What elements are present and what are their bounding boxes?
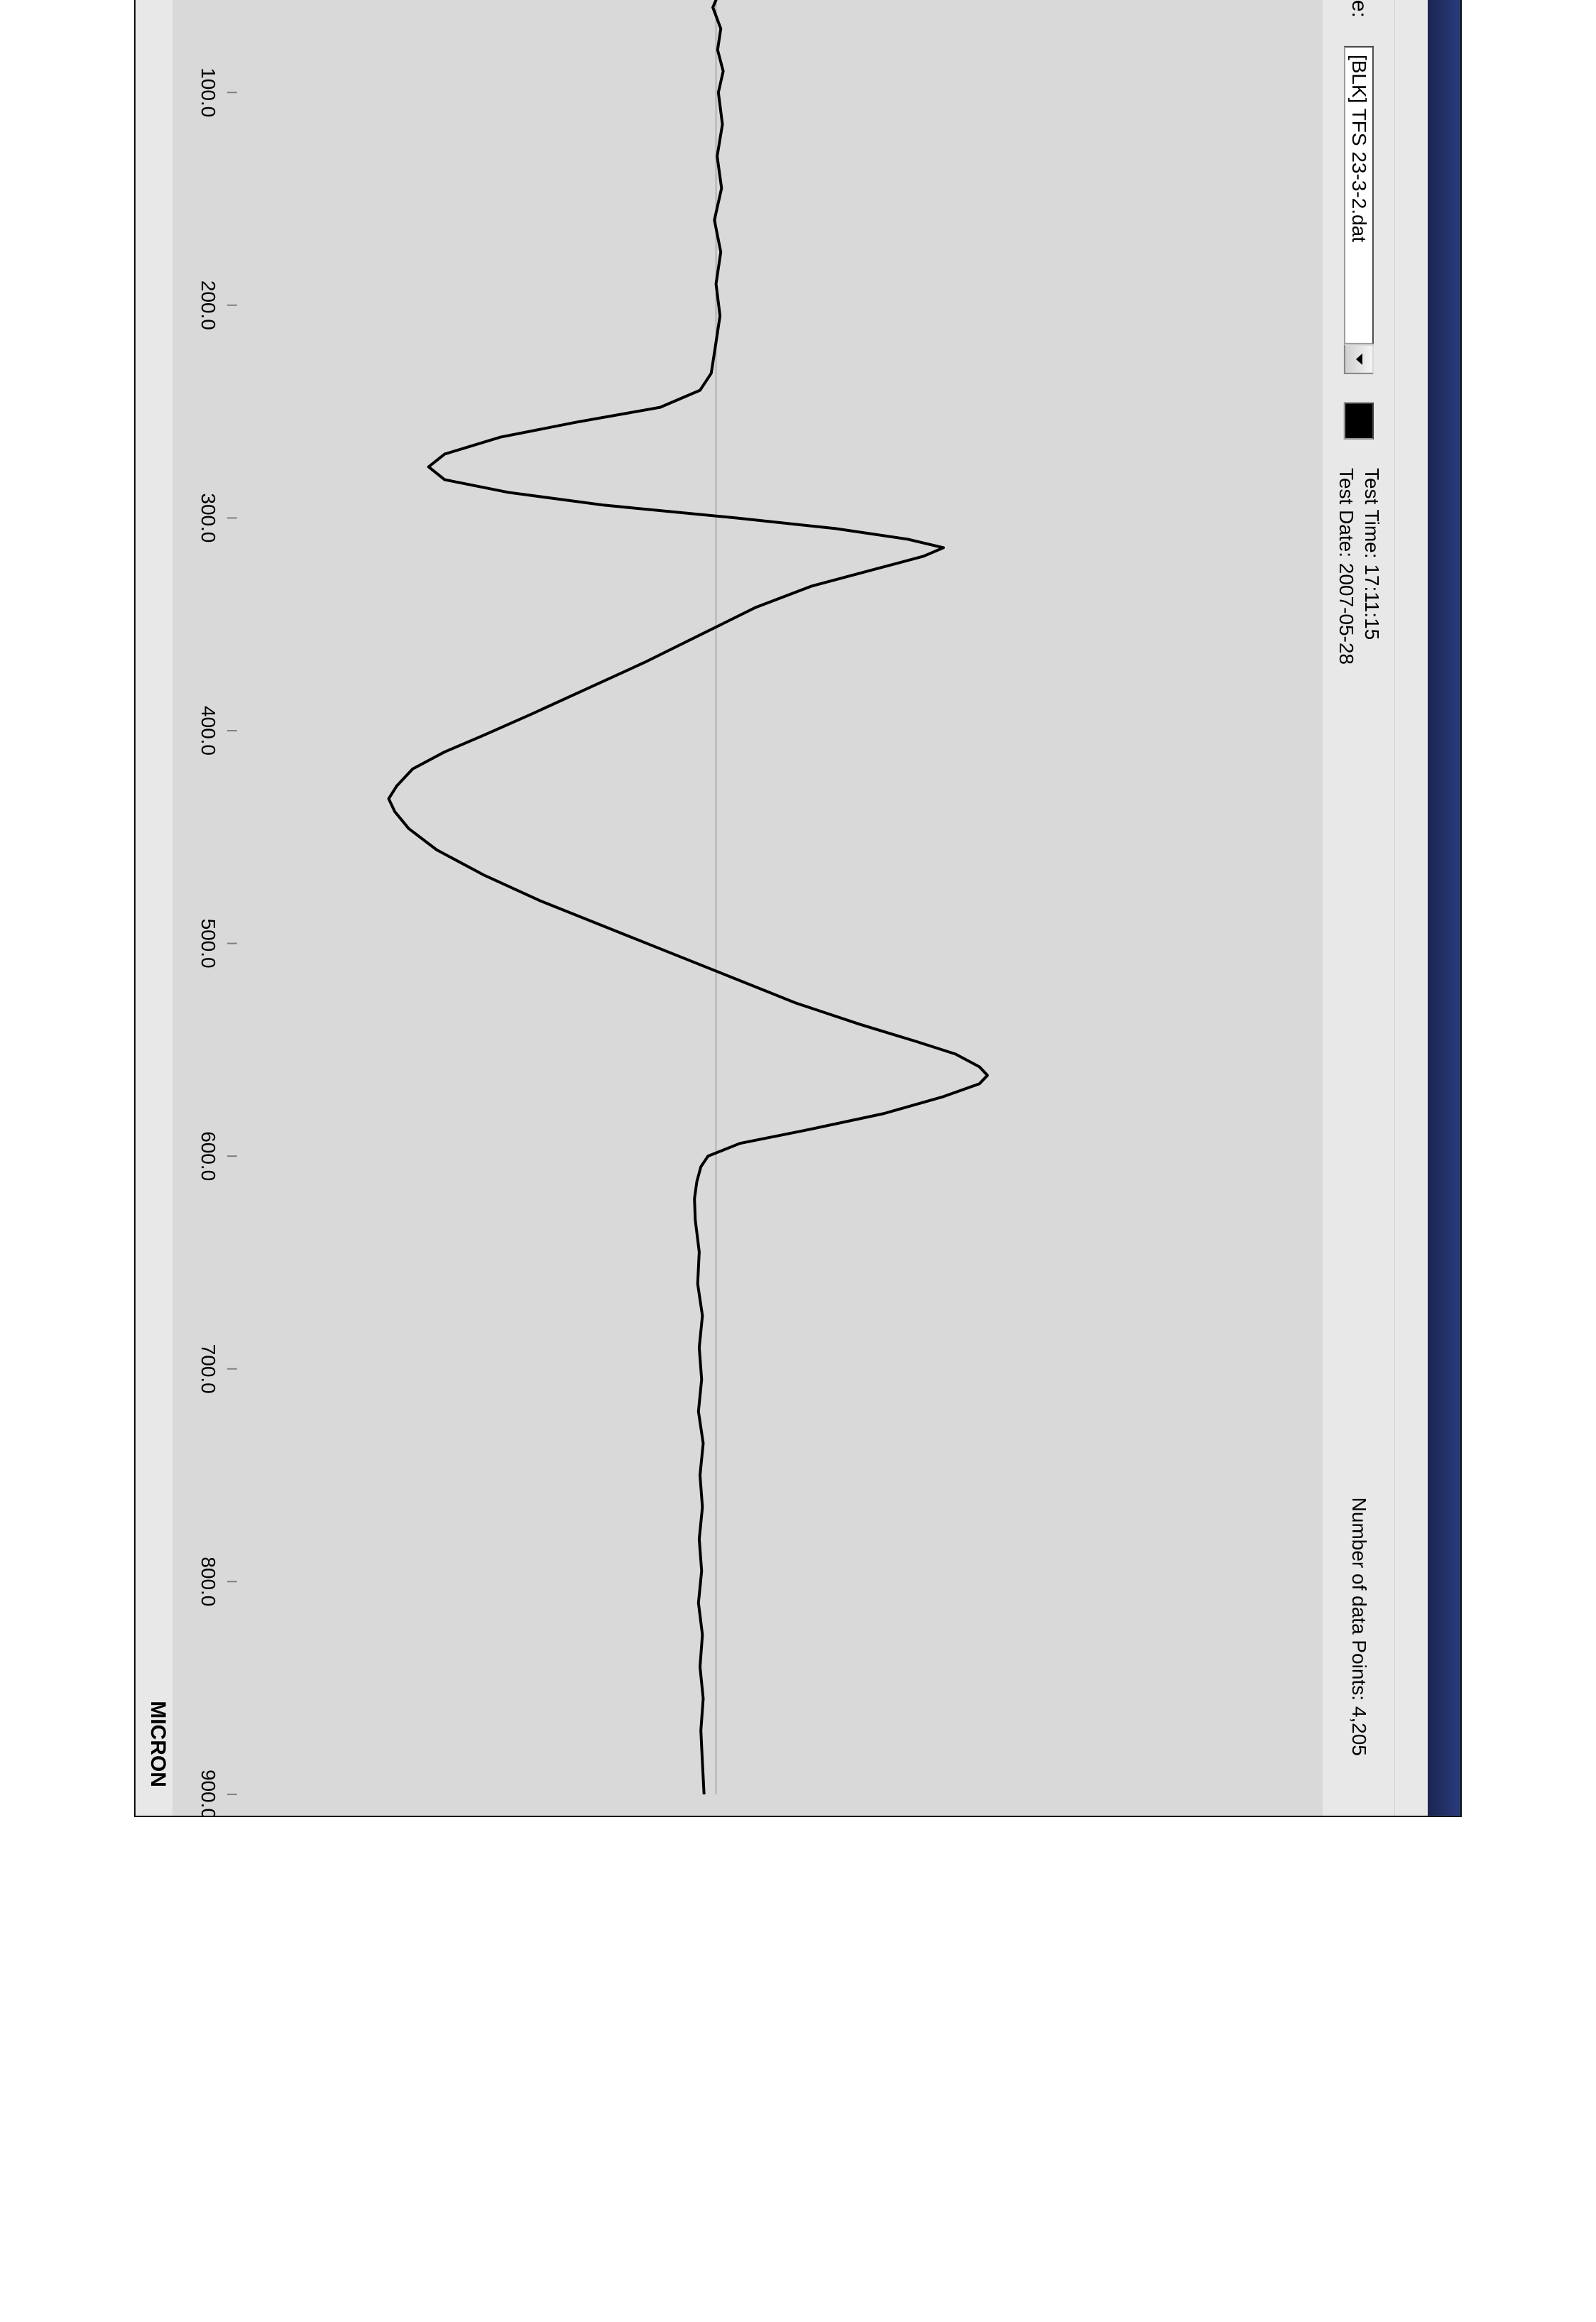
menu-bar: File Edit Tools Help — [1395, 0, 1428, 1816]
window-titlebar: Data Display — [1428, 0, 1460, 1816]
test-date-label: Test Date: — [1335, 468, 1357, 557]
chart-area: -120,000-93,000-66,000-39,000-12,00015,0… — [173, 0, 1323, 1816]
file-name-label: File Name: — [1347, 0, 1371, 18]
file-name-value[interactable]: [BLK] TFS 23-3-2.dat — [1344, 46, 1374, 344]
npoints-label: Number of data Points: — [1348, 1498, 1370, 1701]
test-time-block: Test Time: 17:11:15 Test Date: 2007-05-2… — [1333, 468, 1384, 665]
npoints-value: 4,205 — [1348, 1706, 1370, 1756]
test-time-label: Test Time: — [1361, 468, 1383, 559]
svg-text:400.0: 400.0 — [197, 706, 219, 756]
toolbar: ANGSTROM File Name: [BLK] TFS 23-3-2.dat… — [1323, 0, 1395, 1816]
svg-text:900.0: 900.0 — [197, 1770, 219, 1816]
chevron-down-icon — [1355, 353, 1363, 366]
test-time-value: 17:11:15 — [1361, 564, 1383, 640]
profile-chart: -120,000-93,000-66,000-39,000-12,00015,0… — [173, 0, 1323, 1816]
npoints-block: Number of data Points: 4,205 — [1345, 1498, 1371, 1756]
svg-text:800.0: 800.0 — [197, 1557, 219, 1606]
file-name-combo: [BLK] TFS 23-3-2.dat — [1344, 46, 1374, 374]
svg-text:200.0: 200.0 — [197, 280, 219, 330]
x-axis-label-row: MICRON — [136, 0, 173, 1816]
trace-color-swatch[interactable] — [1344, 403, 1374, 440]
test-date-value: 2007-05-28 — [1335, 563, 1357, 665]
svg-text:600.0: 600.0 — [197, 1131, 219, 1181]
rotated-container: Data Display File Edit Tools Help ANGSTR… — [134, 0, 1462, 1817]
app-window: Data Display File Edit Tools Help ANGSTR… — [134, 0, 1462, 1817]
svg-text:100.0: 100.0 — [197, 67, 219, 117]
svg-text:500.0: 500.0 — [197, 919, 219, 969]
file-name-dropdown-button[interactable] — [1344, 344, 1374, 374]
svg-text:700.0: 700.0 — [197, 1344, 219, 1394]
x-axis-unit-label: MICRON — [146, 1701, 170, 1787]
svg-text:300.0: 300.0 — [197, 493, 219, 543]
